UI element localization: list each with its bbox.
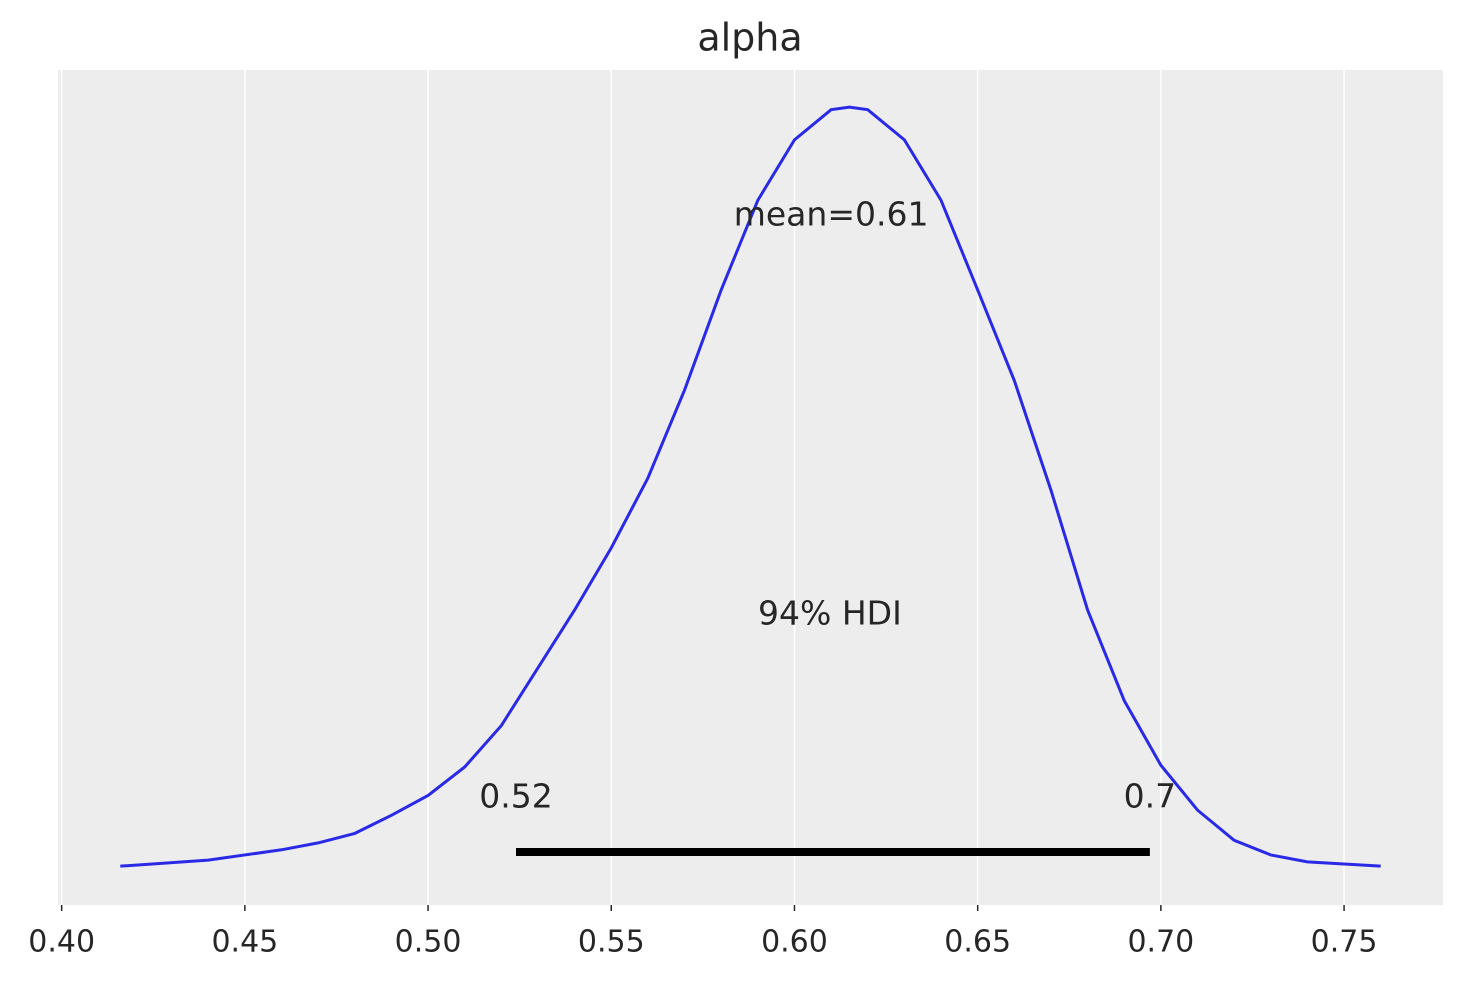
x-tick-label: 0.55 — [578, 925, 645, 960]
density-line — [120, 105, 1381, 868]
hdi-value-label: 0.52 — [479, 777, 552, 816]
x-tick-label: 0.50 — [395, 925, 462, 960]
chart-title: alpha — [697, 16, 802, 60]
x-tick-label: 0.75 — [1311, 925, 1378, 960]
x-tick-label: 0.70 — [1127, 925, 1194, 960]
plot-background — [58, 70, 1443, 905]
x-tick-label: 0.45 — [211, 925, 278, 960]
mean-label: mean=0.61 — [734, 195, 929, 234]
x-tick-label: 0.60 — [761, 925, 828, 960]
hdi-label: 94% HDI — [758, 594, 902, 633]
x-tick-label: 0.40 — [28, 925, 95, 960]
x-tick-label: 0.65 — [944, 925, 1011, 960]
hdi-value-label: 0.7 — [1124, 777, 1176, 816]
